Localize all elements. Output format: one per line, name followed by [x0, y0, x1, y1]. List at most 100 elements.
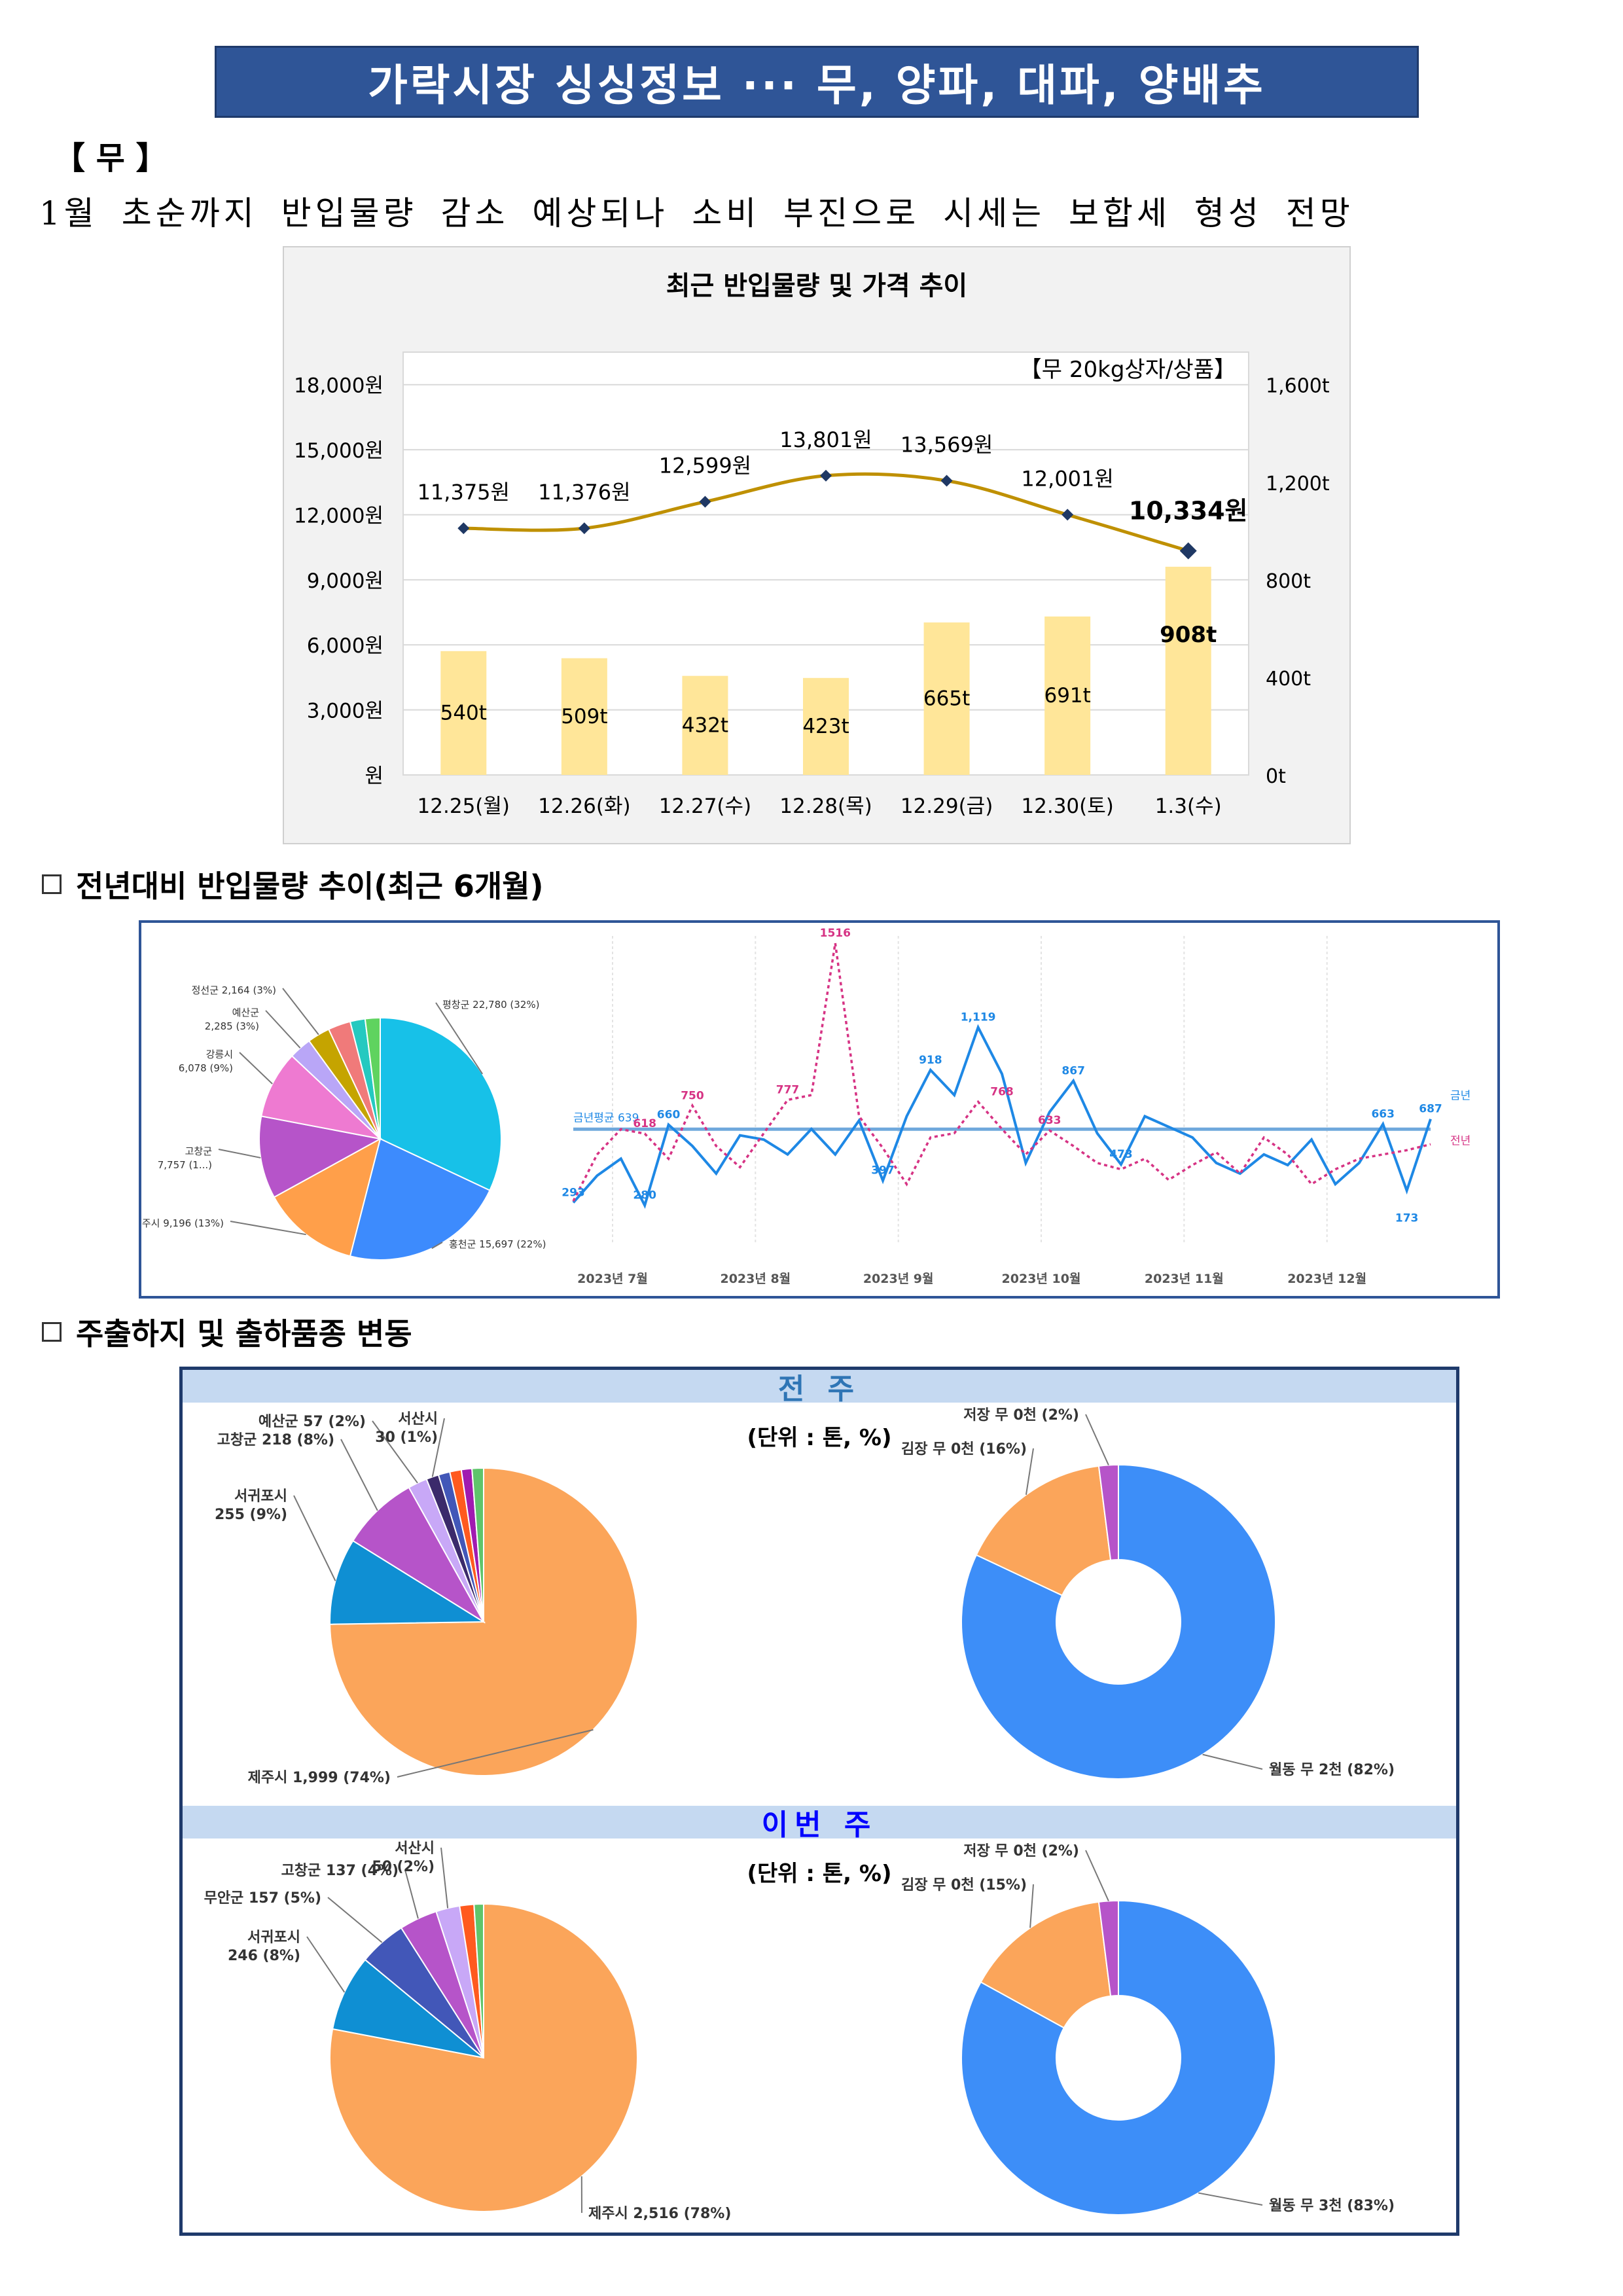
callout-line — [1202, 1753, 1263, 1770]
average-label: 금년평균 639 — [573, 1111, 639, 1124]
callout-line — [431, 1242, 443, 1249]
pie-slice — [471, 1467, 484, 1623]
slice-label: 6,078 (9%) — [179, 1062, 233, 1074]
price-axis-tick: 18,000원 — [294, 374, 383, 398]
pie-slice — [364, 1016, 381, 1139]
shipping-panel: 전 주 (단위 : 톤, %) 제주시 1,999 (74%) 서귀포시 255 (… — [179, 1367, 1459, 2236]
variety-donut-this-week: 월동 무 3천 (83%) 김장 무 0천 (15%) 저장 무 0천 (2%) — [901, 1843, 1395, 2215]
slice-label: 서귀포시 — [247, 1929, 300, 1946]
section2-title: 전년대비 반입물량 추이(최근 6개월) — [76, 869, 544, 904]
donut-slice — [975, 1465, 1112, 1596]
slice-label: 246 (8%) — [228, 1948, 300, 1964]
callout-line — [1029, 1884, 1034, 1928]
price-marker — [820, 469, 832, 482]
volume-axis-tick: 400t — [1266, 668, 1311, 691]
slice-label: 서산시 — [395, 1840, 435, 1857]
callout-line — [230, 1221, 306, 1236]
callout-line — [293, 1495, 336, 1581]
callout-line — [440, 1847, 449, 1909]
volume-label: 509t — [561, 705, 607, 728]
prev-week-band: 전 주 — [183, 1370, 1456, 1406]
callout-line — [1198, 2192, 1263, 2206]
volume-bar — [1044, 616, 1091, 775]
volume-bar — [682, 675, 728, 775]
callout-line — [239, 1052, 273, 1085]
trend-panel: 평창군 22,780 (32%) 홍천군 15,697 (22%) 제주시 9,19… — [139, 920, 1500, 1299]
volume-axis-tick: 0t — [1266, 765, 1286, 788]
data-label: 768 — [990, 1085, 1014, 1098]
category-label: 12.26(화) — [538, 795, 630, 818]
slice-label: 예산군 57 (2%) — [259, 1414, 366, 1430]
price-label: 13,801원 — [779, 427, 872, 452]
origin-pie-6month: 평창군 22,780 (32%) 홍천군 15,697 (22%) 제주시 9,19… — [141, 984, 546, 1261]
data-label: 660 — [657, 1108, 681, 1121]
series-legend: 금년 — [1450, 1090, 1471, 1103]
callout-line — [397, 1729, 594, 1778]
origin-pie-this-week: 제주시 2,516 (78%) 서귀포시 246 (8%) 무안군 157 (5%) 고… — [204, 1840, 732, 2222]
slice-label: 제주시 1,999 (74%) — [248, 1770, 391, 1786]
unit-label-this: (단위 : 톤, %) — [747, 1861, 892, 1887]
volume-axis-tick: 1,200t — [1266, 473, 1330, 495]
data-label: 293 — [562, 1186, 585, 1199]
volume-label: 691t — [1044, 684, 1090, 708]
price-label: 11,376원 — [538, 480, 630, 505]
callout-line — [1025, 1448, 1034, 1495]
slice-label: 저장 무 0천 (2%) — [963, 1843, 1079, 1859]
data-label: 618 — [633, 1117, 656, 1130]
price-axis-tick: 9,000원 — [307, 569, 383, 593]
volume-label: 665t — [923, 687, 970, 711]
donut-slice — [961, 1463, 1276, 1780]
checkbox-icon — [42, 874, 62, 894]
callout-line — [340, 1439, 378, 1511]
month-label: 2023년 8월 — [720, 1272, 791, 1286]
price-axis-tick: 15,000원 — [294, 439, 383, 463]
callout-line — [265, 1010, 301, 1049]
donut-slice — [1097, 1463, 1119, 1561]
slice-label: 고창군 218 (8%) — [217, 1432, 334, 1448]
slice-label: 저장 무 0천 (2%) — [963, 1407, 1079, 1424]
price-marker — [1061, 509, 1074, 521]
unit-label-prev: (단위 : 톤, %) — [747, 1425, 892, 1451]
data-label: 867 — [1061, 1064, 1085, 1077]
slice-label: 정선군 2,164 (3%) — [192, 984, 276, 996]
category-label: 12.28(목) — [779, 795, 872, 818]
price-marker — [699, 495, 711, 508]
pie-slice — [329, 1539, 486, 1625]
summary-text: 1월 초순까지 반입물량 감소 예상되나 소비 부진으로 시세는 보합세 형성 … — [39, 194, 1354, 232]
volume-label: 423t — [802, 715, 849, 738]
volume-axis-tick: 800t — [1266, 570, 1311, 593]
callout-line — [282, 988, 319, 1035]
price-axis-tick: 3,000원 — [307, 700, 383, 723]
category-label: 12.30(토) — [1021, 795, 1113, 818]
slice-label: 고창군 — [185, 1145, 213, 1157]
callout-line — [218, 1149, 261, 1158]
category-label: 12.27(수) — [659, 795, 751, 818]
data-label: 918 — [919, 1054, 942, 1067]
variety-donut-prev-week: 월동 무 2천 (82%) 김장 무 0천 (16%) 저장 무 0천 (2%) — [901, 1407, 1395, 1780]
price-marker — [578, 522, 590, 535]
price-label: 10,334원 — [1129, 497, 1248, 526]
volume-bar — [561, 658, 607, 775]
yoy-line-chart: 2023년 7월 2023년 8월 2023년 9월 2023년 10월 2023년 1… — [562, 927, 1471, 1286]
slice-label: 255 (9%) — [215, 1507, 287, 1523]
slice-label: 평창군 22,780 (32%) — [442, 999, 539, 1011]
chart-title: 최근 반입물량 및 가격 추이 — [666, 271, 968, 301]
section-heading: 【 무 】 — [54, 140, 168, 177]
section3-heading: 주출하지 및 출하품종 변동 — [42, 1310, 412, 1354]
data-label: 663 — [1371, 1108, 1395, 1121]
slice-label: 월동 무 3천 (83%) — [1269, 2198, 1395, 2214]
data-label: 687 — [1419, 1103, 1442, 1116]
slice-label: 서귀포시 — [234, 1488, 287, 1505]
callout-line — [327, 1897, 383, 1943]
price-label: 11,375원 — [418, 480, 510, 505]
donut-slice — [1097, 1899, 1119, 1997]
price-axis-tick: 원 — [365, 764, 383, 788]
donut-slice — [980, 1901, 1112, 2029]
callout-line — [372, 1420, 418, 1484]
data-label: 750 — [681, 1089, 704, 1102]
section3-title: 주출하지 및 출하품종 변동 — [76, 1316, 412, 1352]
price-marker — [940, 475, 953, 487]
slice-label: 김장 무 0천 (16%) — [901, 1441, 1027, 1458]
callout-line — [404, 1869, 419, 1919]
slice-label: 월동 무 2천 (82%) — [1269, 1762, 1395, 1778]
